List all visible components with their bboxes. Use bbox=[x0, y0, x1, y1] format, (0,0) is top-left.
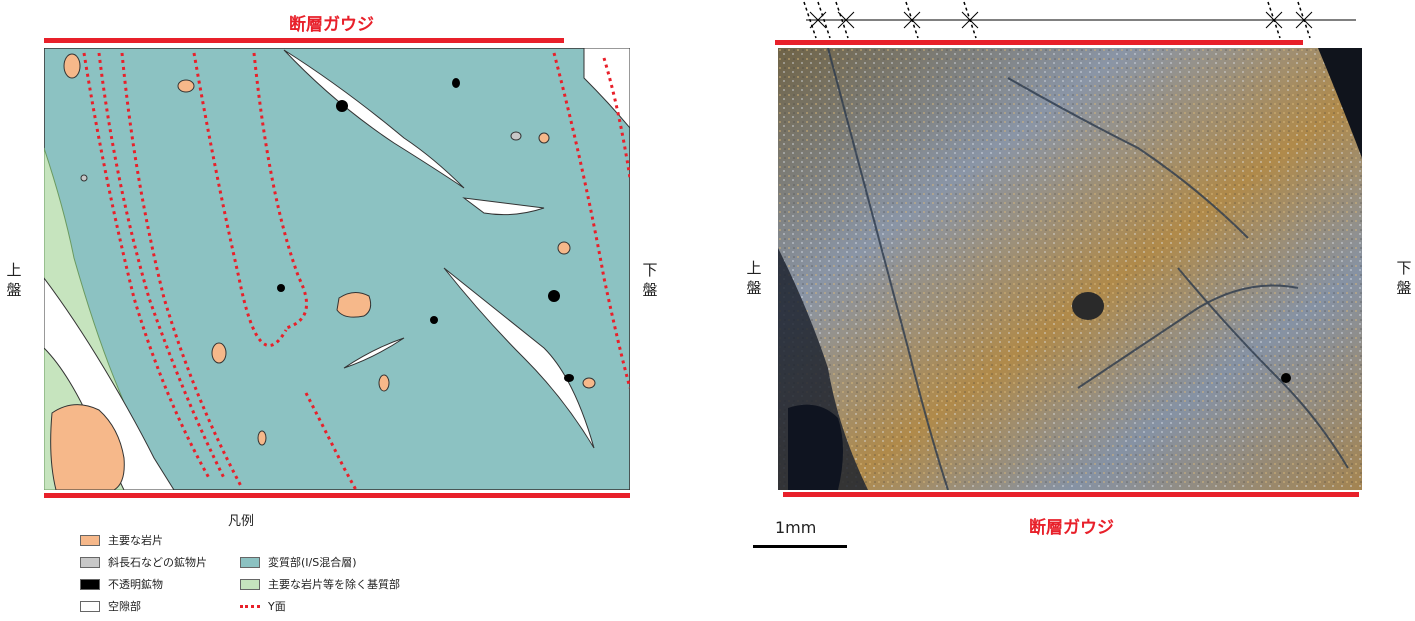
small-clast bbox=[211, 342, 227, 364]
small-clast bbox=[582, 377, 596, 389]
legend-label: 主要な岩片等を除く基質部 bbox=[268, 578, 400, 591]
void-fracture-1 bbox=[283, 49, 465, 189]
void-zone-left bbox=[43, 276, 175, 491]
void-zone-top-right bbox=[583, 47, 631, 130]
left-hanging-wall-label: 上盤 bbox=[6, 261, 22, 299]
void-fracture-4 bbox=[343, 337, 405, 369]
legend-swatch bbox=[80, 578, 100, 590]
mineral-fragment bbox=[510, 131, 522, 141]
mineral-fragment bbox=[80, 174, 88, 182]
shear-direction-arrows bbox=[796, 0, 1364, 44]
opaque-mineral bbox=[277, 284, 285, 292]
dashed-marker bbox=[963, 1, 977, 39]
opaque-grain bbox=[1072, 292, 1104, 320]
small-clast bbox=[378, 374, 390, 392]
small-clast bbox=[538, 132, 550, 144]
dashed-marker bbox=[1297, 1, 1311, 39]
legend-label: 空隙部 bbox=[108, 600, 141, 613]
scale-bar bbox=[753, 545, 847, 548]
legend: 凡例 主要な岩片 斜長石などの鉱物片 不透明鉱物 空隙部 変質部(I/S混合層)… bbox=[80, 508, 480, 618]
legend-swatch bbox=[80, 556, 100, 568]
opaque-mineral bbox=[452, 78, 460, 88]
right-bottom-red-bar bbox=[783, 492, 1359, 497]
arrow-head-left bbox=[845, 11, 855, 29]
opaque-mineral bbox=[336, 100, 348, 112]
micrograph-texture bbox=[778, 48, 1362, 490]
left-bottom-red-bar bbox=[44, 493, 630, 498]
y-plane bbox=[602, 57, 632, 179]
fracture-line bbox=[1077, 284, 1299, 389]
dashed-marker bbox=[803, 1, 817, 39]
small-clast bbox=[557, 241, 571, 255]
legend-swatch bbox=[240, 578, 260, 590]
dark-corner bbox=[1318, 48, 1362, 158]
fracture-line bbox=[1177, 267, 1349, 469]
legend-label: Y面 bbox=[268, 600, 286, 613]
legend-item-alteration: 変質部(I/S混合層) bbox=[240, 554, 357, 570]
thin-section-micrograph bbox=[778, 47, 1362, 491]
legend-item-matrix: 主要な岩片等を除く基質部 bbox=[240, 576, 400, 592]
right-hanging-wall-label: 上盤 bbox=[746, 259, 762, 297]
void-fracture-2 bbox=[462, 197, 545, 216]
opaque-mineral bbox=[430, 316, 438, 324]
opaque-mineral bbox=[564, 374, 574, 382]
dashed-markers bbox=[803, 1, 1311, 39]
sketch-svg bbox=[43, 47, 632, 491]
legend-swatch-dotted bbox=[240, 604, 260, 608]
y-plane bbox=[252, 52, 308, 330]
legend-swatch bbox=[80, 600, 100, 612]
left-gouge-label: 断層ガウジ bbox=[289, 15, 374, 35]
dashed-marker bbox=[835, 1, 849, 39]
fracture-lines bbox=[827, 47, 1349, 491]
dashed-marker bbox=[817, 1, 831, 39]
left-top-red-bar bbox=[44, 38, 564, 43]
opaque-mineral bbox=[548, 290, 560, 302]
scale-bar-label: 1mm bbox=[775, 518, 817, 537]
opaque-grain bbox=[1281, 373, 1291, 383]
legend-item-void: 空隙部 bbox=[80, 598, 141, 614]
legend-item-opaque-mineral: 不透明鉱物 bbox=[80, 576, 163, 592]
legend-title: 凡例 bbox=[228, 514, 255, 529]
legend-item-y-plane: Y面 bbox=[240, 598, 286, 614]
medium-rock-clast bbox=[336, 292, 372, 318]
legend-swatch bbox=[240, 556, 260, 568]
legend-item-rock-clast: 主要な岩片 bbox=[80, 532, 163, 548]
fracture-line bbox=[1007, 77, 1249, 239]
right-footwall-label: 下盤 bbox=[1396, 259, 1412, 297]
small-clast bbox=[63, 53, 81, 79]
small-clast bbox=[177, 79, 195, 93]
legend-label: 斜長石などの鉱物片 bbox=[108, 556, 207, 569]
y-plane bbox=[304, 392, 358, 491]
fracture-line bbox=[827, 47, 949, 491]
shear-arrows-svg bbox=[803, 1, 1356, 39]
left-footwall-label: 下盤 bbox=[642, 261, 658, 299]
alteration-zone bbox=[43, 47, 631, 491]
arrow-head-left bbox=[817, 11, 827, 29]
legend-label: 変質部(I/S混合層) bbox=[268, 556, 357, 569]
legend-item-mineral-fragment: 斜長石などの鉱物片 bbox=[80, 554, 207, 570]
dashed-marker bbox=[905, 1, 919, 39]
dark-clast bbox=[788, 404, 843, 490]
right-gouge-label: 断層ガウジ bbox=[1029, 518, 1114, 538]
legend-label: 主要な岩片 bbox=[108, 534, 163, 547]
legend-swatch bbox=[80, 534, 100, 546]
micrograph-svg bbox=[778, 47, 1362, 491]
void-fracture-3 bbox=[443, 267, 595, 449]
thin-section-sketch bbox=[43, 47, 632, 491]
right-top-red-bar bbox=[775, 40, 1303, 45]
dashed-marker bbox=[1267, 1, 1281, 39]
large-rock-clast bbox=[50, 404, 125, 491]
small-clast bbox=[257, 430, 267, 446]
legend-label: 不透明鉱物 bbox=[108, 578, 163, 591]
